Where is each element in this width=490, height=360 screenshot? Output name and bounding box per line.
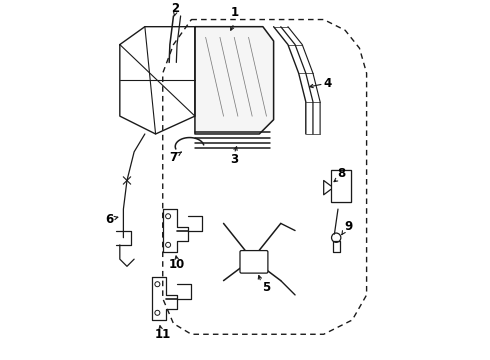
Text: 8: 8 bbox=[338, 167, 345, 180]
Text: 7: 7 bbox=[170, 151, 177, 164]
Text: 2: 2 bbox=[171, 2, 179, 15]
Polygon shape bbox=[195, 27, 273, 134]
Text: 4: 4 bbox=[323, 77, 331, 90]
Text: 10: 10 bbox=[169, 258, 185, 271]
Text: 5: 5 bbox=[262, 281, 270, 294]
Bar bbox=[331, 170, 350, 202]
Text: 11: 11 bbox=[155, 328, 171, 341]
Text: 6: 6 bbox=[105, 213, 113, 226]
Text: 9: 9 bbox=[344, 220, 353, 234]
Text: 1: 1 bbox=[230, 6, 238, 19]
FancyBboxPatch shape bbox=[240, 251, 268, 273]
Text: 3: 3 bbox=[230, 153, 238, 166]
